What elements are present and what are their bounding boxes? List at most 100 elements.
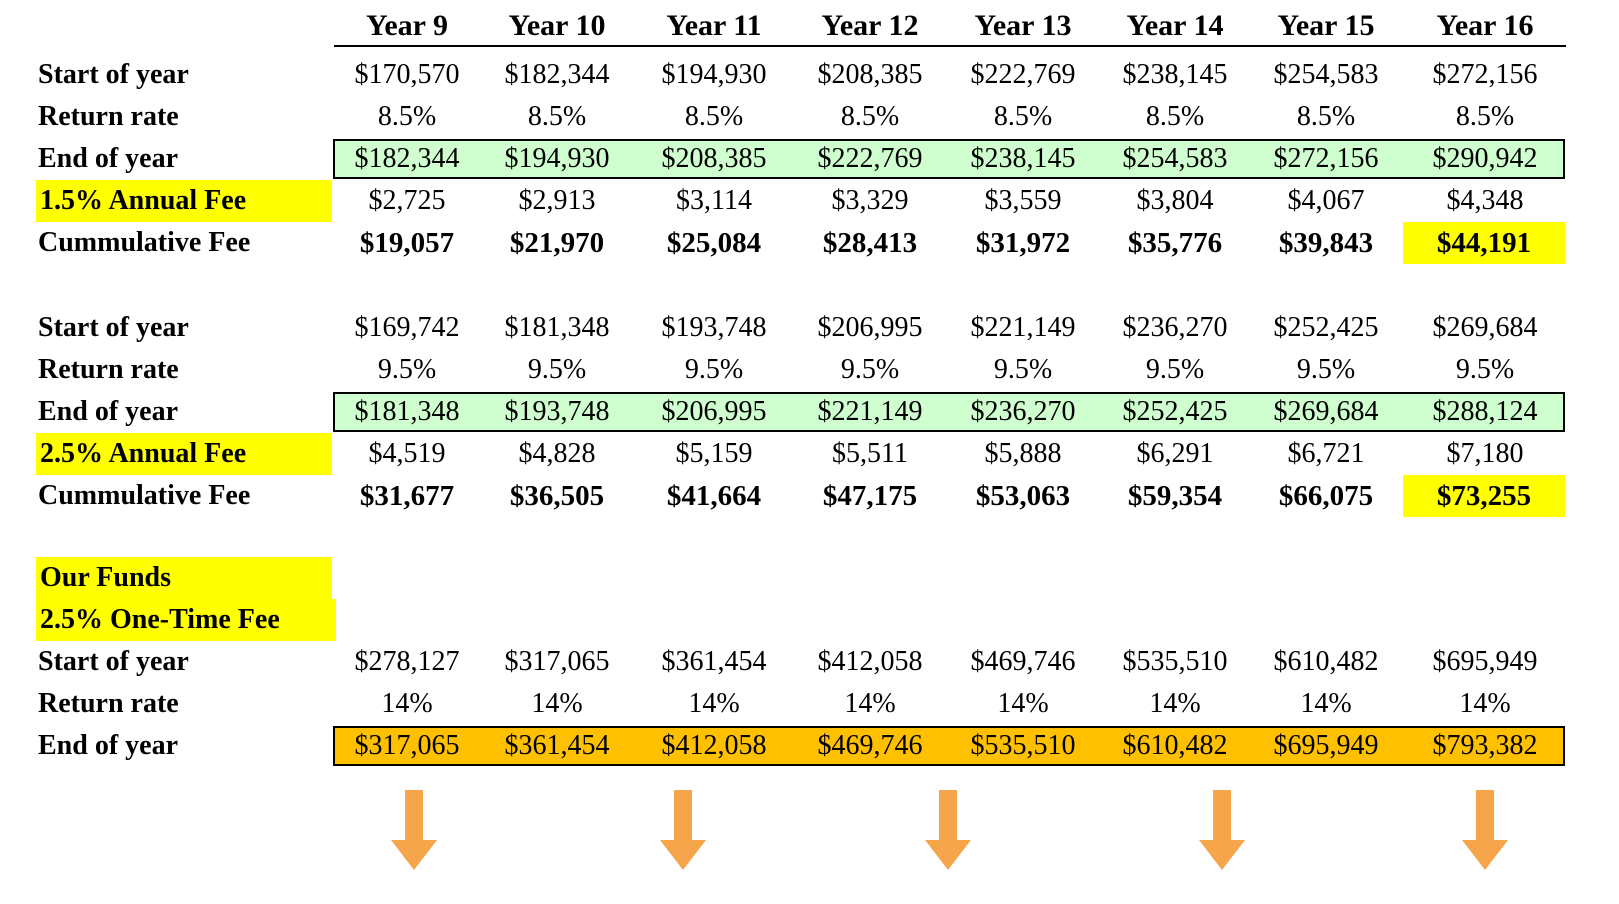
s3-end-label: End of year <box>38 730 178 761</box>
table-cell: $278,127 <box>354 646 460 677</box>
table-cell: $31,677 <box>359 480 455 512</box>
table-cell: $41,664 <box>666 480 762 512</box>
table-cell: $19,057 <box>359 227 455 259</box>
table-cell: $3,329 <box>831 185 909 216</box>
table-cell: $236,270 <box>1122 312 1228 343</box>
section3-start-row: Start of year $278,127 $317,065 $361,454 $41… <box>0 641 1619 683</box>
s2-fee-label: 2.5% Annual Fee <box>36 433 332 475</box>
table-cell: 9.5% <box>527 354 587 385</box>
s1-rate-label: Return rate <box>38 101 179 132</box>
table-cell: $181,348 <box>504 312 610 343</box>
end-of-year-band-1 <box>333 139 1565 179</box>
down-arrow-icon <box>1199 790 1245 870</box>
table-cell: $4,828 <box>518 438 596 469</box>
table-cell: 8.5% <box>527 101 587 132</box>
table-cell: $53,063 <box>975 480 1071 512</box>
year-header-cell: Year 11 <box>666 9 762 42</box>
down-arrow-icon <box>925 790 971 870</box>
table-cell: $269,684 <box>1273 396 1379 427</box>
year-header-cell: Year 13 <box>974 9 1072 42</box>
table-cell: $208,385 <box>661 143 767 174</box>
table-cell: $170,570 <box>354 59 460 90</box>
table-cell: 9.5% <box>377 354 437 385</box>
table-cell: $35,776 <box>1127 227 1223 259</box>
table-cell: $4,519 <box>368 438 446 469</box>
table-cell: $238,145 <box>1122 59 1228 90</box>
header-underline <box>334 45 1566 47</box>
table-cell: $610,482 <box>1122 730 1228 761</box>
table-cell: $169,742 <box>354 312 460 343</box>
section1-fee-row: 1.5% Annual Fee $2,725 $2,913 $3,114 $3,329 $… <box>0 180 1619 222</box>
table-cell: $25,084 <box>666 227 762 259</box>
table-cell: $272,156 <box>1432 59 1538 90</box>
table-cell: 14% <box>1459 688 1511 719</box>
year-header-cell: Year 15 <box>1277 9 1375 42</box>
year-header-cell: Year 9 <box>366 9 448 42</box>
table-cell: $194,930 <box>661 59 767 90</box>
table-cell: $412,058 <box>661 730 767 761</box>
table-cell: 8.5% <box>684 101 744 132</box>
s3-rate-label: Return rate <box>38 688 179 719</box>
table-cell: 14% <box>997 688 1049 719</box>
table-cell: $269,684 <box>1432 312 1538 343</box>
table-cell: $7,180 <box>1446 438 1524 469</box>
table-cell: $208,385 <box>817 59 923 90</box>
table-cell: 14% <box>1300 688 1352 719</box>
table-cell: $193,748 <box>661 312 767 343</box>
section3-rate-row: Return rate 14% 14% 14% 14% 14% 14% 14% 14% <box>0 683 1619 725</box>
end-of-year-band-3 <box>333 726 1565 766</box>
s1-end-label: End of year <box>38 143 178 174</box>
end-of-year-band-2 <box>333 392 1565 432</box>
s2-rate-label: Return rate <box>38 354 179 385</box>
section1-cumulative-row: Cummulative Fee $19,057 $21,970 $25,084 $28,… <box>0 222 1619 264</box>
table-cell: $47,175 <box>822 480 918 512</box>
table-cell: $254,583 <box>1273 59 1379 90</box>
table-cell: 14% <box>1149 688 1201 719</box>
table-cell: 9.5% <box>684 354 744 385</box>
table-cell: $222,769 <box>970 59 1076 90</box>
section1-end-row: End of year $182,344 $194,930 $208,385 $222,… <box>0 138 1619 180</box>
table-cell: 8.5% <box>1455 101 1515 132</box>
table-cell: $182,344 <box>504 59 610 90</box>
year-header-cell: Year 10 <box>508 9 606 42</box>
table-cell: $272,156 <box>1273 143 1379 174</box>
table-cell: 8.5% <box>1145 101 1205 132</box>
section3-end-row: End of year $317,065 $361,454 $412,058 $469,… <box>0 725 1619 767</box>
table-cell: $36,505 <box>509 480 605 512</box>
table-cell: $3,559 <box>984 185 1062 216</box>
year-header-cell: Year 14 <box>1126 9 1224 42</box>
table-cell: $361,454 <box>504 730 610 761</box>
table-cell: $206,995 <box>661 396 767 427</box>
table-cell: 14% <box>688 688 740 719</box>
table-cell: $6,291 <box>1136 438 1214 469</box>
table-cell: 8.5% <box>993 101 1053 132</box>
table-cell: $181,348 <box>354 396 460 427</box>
table-cell: 9.5% <box>1296 354 1356 385</box>
year-header-cell: Year 16 <box>1436 9 1534 42</box>
table-cell: $695,949 <box>1273 730 1379 761</box>
table-cell: 9.5% <box>993 354 1053 385</box>
table-cell: $182,344 <box>354 143 460 174</box>
table-cell: $252,425 <box>1273 312 1379 343</box>
table-cell: $221,149 <box>970 312 1076 343</box>
table-cell: $535,510 <box>970 730 1076 761</box>
s2-end-label: End of year <box>38 396 178 427</box>
table-cell: $254,583 <box>1122 143 1228 174</box>
down-arrow-icon <box>1462 790 1508 870</box>
down-arrow-icon <box>660 790 706 870</box>
table-cell: $469,746 <box>817 730 923 761</box>
table-cell: $59,354 <box>1127 480 1223 512</box>
table-cell: $193,748 <box>504 396 610 427</box>
section2-fee-row: 2.5% Annual Fee $4,519 $4,828 $5,159 $5,511 $… <box>0 433 1619 475</box>
table-cell: 9.5% <box>840 354 900 385</box>
table-cell: $252,425 <box>1122 396 1228 427</box>
table-cell: $3,114 <box>676 185 752 216</box>
s3-start-label: Start of year <box>38 646 189 677</box>
year-header-cell: Year 12 <box>821 9 919 42</box>
table-cell: $66,075 <box>1278 480 1374 512</box>
table-cell: $206,995 <box>817 312 923 343</box>
table-cell: $793,382 <box>1432 730 1538 761</box>
table-cell: $5,159 <box>675 438 753 469</box>
table-cell: $2,913 <box>518 185 596 216</box>
section3-title-2: 2.5% One-Time Fee <box>36 599 336 641</box>
